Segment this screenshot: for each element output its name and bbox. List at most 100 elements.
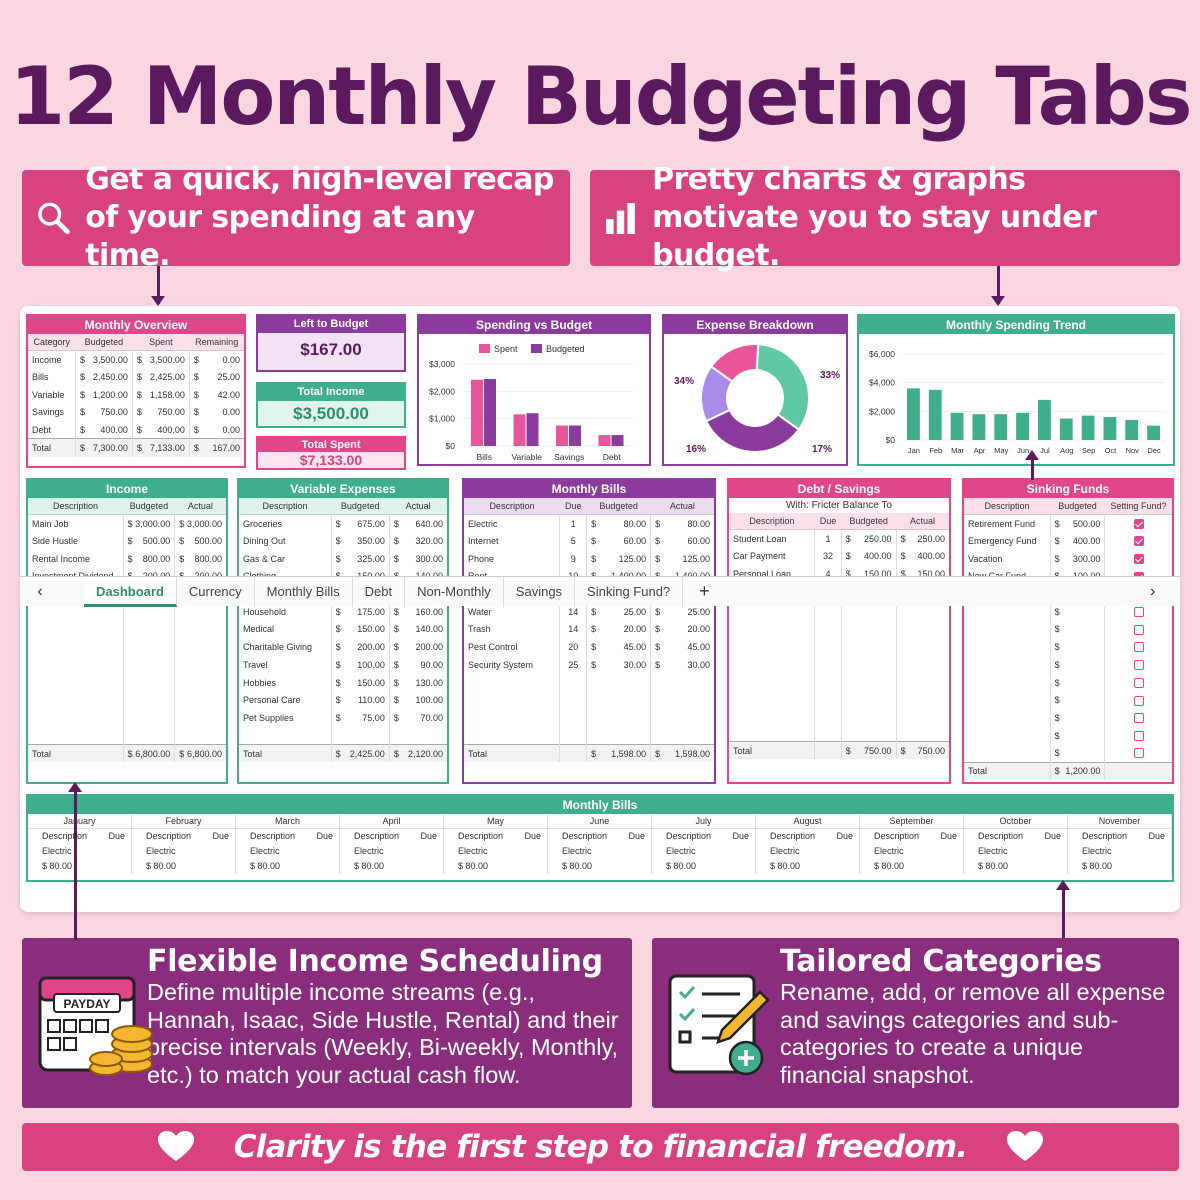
table-cell[interactable]: $675.00 bbox=[331, 514, 390, 533]
empty-cell[interactable] bbox=[123, 691, 176, 710]
empty-cell[interactable] bbox=[123, 620, 176, 639]
table-cell[interactable]: Dining Out bbox=[239, 532, 332, 550]
table-cell[interactable]: $0.00 bbox=[189, 421, 244, 439]
empty-cell[interactable] bbox=[896, 618, 949, 636]
table-cell[interactable]: Debt bbox=[28, 421, 76, 439]
table-cell[interactable]: $200.00 bbox=[389, 638, 447, 656]
table-cell[interactable]: $25.00 bbox=[651, 603, 714, 621]
empty-cell[interactable] bbox=[814, 653, 842, 671]
table-cell[interactable]: $20.00 bbox=[651, 621, 714, 639]
checkbox[interactable] bbox=[1133, 695, 1144, 706]
table-cell[interactable]: $3,000.00 bbox=[123, 514, 176, 533]
table-cell[interactable]: $400.00 bbox=[132, 421, 190, 439]
empty-cell[interactable] bbox=[175, 674, 226, 692]
checkbox[interactable] bbox=[1133, 677, 1144, 688]
table-cell[interactable]: Retirement Fund bbox=[964, 514, 1051, 533]
table-cell[interactable]: $30.00 bbox=[651, 656, 714, 674]
table-cell[interactable]: Household bbox=[239, 602, 332, 621]
empty-cell[interactable] bbox=[331, 726, 390, 745]
empty-cell[interactable] bbox=[586, 709, 652, 727]
empty-cell[interactable] bbox=[559, 726, 588, 745]
empty-cell[interactable]: $ bbox=[1050, 638, 1106, 656]
empty-cell[interactable] bbox=[896, 671, 949, 689]
table-cell[interactable]: $350.00 bbox=[331, 532, 390, 550]
table-cell[interactable]: $3,000.00 bbox=[175, 515, 226, 533]
table-cell[interactable]: $2,425.00 bbox=[132, 368, 190, 386]
table-cell[interactable]: $3,500.00 bbox=[132, 350, 190, 369]
empty-cell[interactable] bbox=[28, 602, 124, 621]
table-cell[interactable]: 9 bbox=[559, 549, 588, 568]
table-cell[interactable]: Vacation bbox=[964, 549, 1051, 568]
table-cell[interactable]: Gas & Car bbox=[239, 549, 332, 568]
table-cell[interactable]: $100.00 bbox=[389, 691, 447, 709]
empty-cell[interactable]: $ bbox=[1050, 726, 1106, 745]
tab-non-monthly[interactable]: Non-Monthly bbox=[405, 576, 504, 607]
table-cell[interactable]: $25.00 bbox=[586, 602, 652, 621]
tab-savings[interactable]: Savings bbox=[504, 576, 576, 607]
empty-cell[interactable] bbox=[651, 674, 714, 692]
table-cell[interactable]: $80.00 bbox=[651, 515, 714, 533]
empty-cell[interactable] bbox=[239, 726, 332, 745]
empty-cell[interactable] bbox=[964, 709, 1051, 727]
empty-cell[interactable]: $ bbox=[1050, 709, 1106, 727]
table-cell[interactable]: $750.00 bbox=[75, 403, 133, 422]
table-cell[interactable]: 20 bbox=[559, 638, 588, 656]
table-cell[interactable]: $42.00 bbox=[189, 386, 244, 404]
chevron-left-icon[interactable]: ‹ bbox=[37, 582, 43, 600]
checkbox[interactable] bbox=[1133, 624, 1144, 635]
table-cell[interactable]: $20.00 bbox=[586, 620, 652, 639]
empty-cell[interactable] bbox=[28, 673, 124, 692]
table-cell[interactable]: $110.00 bbox=[331, 691, 390, 710]
table-cell[interactable]: $150.00 bbox=[896, 565, 949, 583]
empty-cell[interactable] bbox=[896, 706, 949, 724]
checkbox[interactable] bbox=[1133, 642, 1144, 653]
tab-currency[interactable]: Currency bbox=[177, 576, 255, 607]
table-cell[interactable]: 25 bbox=[559, 656, 588, 674]
table-cell[interactable]: $300.00 bbox=[1050, 549, 1106, 568]
checkbox[interactable] bbox=[1133, 713, 1144, 724]
table-cell[interactable]: $250.00 bbox=[841, 529, 897, 548]
table-cell[interactable]: Water bbox=[464, 602, 561, 621]
table-cell[interactable]: $325.00 bbox=[331, 549, 390, 568]
table-cell[interactable]: $125.00 bbox=[651, 550, 714, 568]
empty-cell[interactable] bbox=[559, 691, 588, 710]
empty-cell[interactable] bbox=[123, 656, 176, 674]
empty-cell[interactable] bbox=[175, 691, 226, 709]
table-cell[interactable]: $45.00 bbox=[586, 638, 652, 656]
empty-cell[interactable] bbox=[729, 617, 816, 636]
tab-debt[interactable]: Debt bbox=[353, 576, 406, 607]
table-cell[interactable]: $150.00 bbox=[331, 620, 390, 639]
table-cell[interactable]: Security System bbox=[464, 656, 561, 674]
table-cell[interactable]: 5 bbox=[559, 532, 588, 550]
empty-cell[interactable] bbox=[841, 706, 897, 725]
empty-cell[interactable] bbox=[814, 617, 842, 636]
table-cell[interactable]: $3,500.00 bbox=[75, 350, 133, 369]
table-cell[interactable]: $125.00 bbox=[586, 549, 652, 568]
table-cell[interactable]: $167.00 bbox=[189, 438, 244, 457]
empty-cell[interactable] bbox=[896, 724, 949, 742]
table-cell[interactable]: Internet bbox=[464, 532, 561, 550]
table-cell[interactable]: Rental Income bbox=[28, 549, 124, 568]
table-cell[interactable]: Pest Control bbox=[464, 638, 561, 656]
empty-cell[interactable] bbox=[964, 726, 1051, 745]
table-cell[interactable]: $7,133.00 bbox=[132, 438, 190, 457]
empty-cell[interactable]: $ bbox=[1050, 602, 1106, 621]
table-cell[interactable]: $0.00 bbox=[189, 351, 244, 369]
table-cell[interactable]: $0.00 bbox=[189, 404, 244, 422]
table-cell[interactable]: 14 bbox=[559, 602, 588, 621]
empty-cell[interactable] bbox=[651, 709, 714, 727]
table-cell[interactable]: $45.00 bbox=[651, 638, 714, 656]
table-cell[interactable]: $800.00 bbox=[123, 549, 176, 568]
empty-cell[interactable] bbox=[814, 724, 842, 742]
table-cell[interactable]: $60.00 bbox=[586, 532, 652, 550]
empty-cell[interactable] bbox=[464, 709, 561, 727]
empty-cell[interactable] bbox=[729, 635, 816, 654]
empty-cell[interactable] bbox=[814, 671, 842, 689]
table-cell[interactable]: $7,300.00 bbox=[75, 438, 133, 457]
checkbox[interactable] bbox=[1133, 607, 1144, 618]
empty-cell[interactable] bbox=[175, 656, 226, 674]
empty-cell[interactable]: $ bbox=[1050, 673, 1106, 692]
empty-cell[interactable] bbox=[28, 709, 124, 727]
table-cell[interactable]: $750.00 bbox=[132, 403, 190, 422]
table-cell[interactable]: $25.00 bbox=[189, 368, 244, 386]
